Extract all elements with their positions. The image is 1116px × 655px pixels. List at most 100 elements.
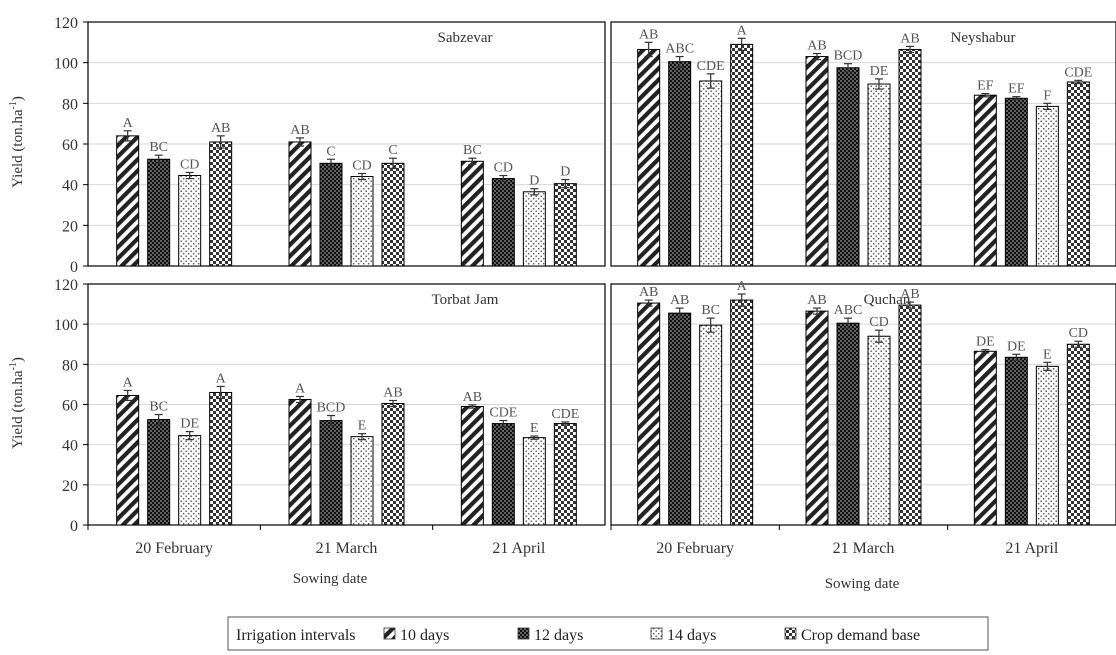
bar <box>288 141 312 267</box>
significance-letter: E <box>358 419 367 434</box>
legend-swatch-crop-demand-base <box>784 627 797 640</box>
legend-box <box>227 616 989 651</box>
bar <box>1004 97 1028 267</box>
category-label: 21 April <box>492 540 545 557</box>
category-label: 20 February <box>656 540 734 557</box>
y-tick-label: 80 <box>62 96 78 113</box>
significance-letter: E <box>530 421 539 436</box>
bar <box>637 302 661 526</box>
y-tick-label: 60 <box>62 398 78 415</box>
significance-letter: C <box>326 144 335 159</box>
significance-letter: AB <box>211 121 230 136</box>
y-tick-label: 0 <box>70 259 78 276</box>
bar <box>553 423 577 526</box>
legend-label-crop-demand-base: Crop demand base <box>801 627 920 644</box>
bar <box>209 141 233 267</box>
significance-letter: BC <box>149 140 168 155</box>
significance-letter: CDE <box>489 406 517 421</box>
significance-letter: DE <box>1007 339 1026 354</box>
significance-letter: AB <box>900 31 919 46</box>
category-label: 21 March <box>316 540 378 557</box>
bar <box>553 183 577 267</box>
significance-letter: ABC <box>834 303 863 318</box>
x-axis-label-right: Sowing date <box>825 576 900 592</box>
bar <box>147 158 171 267</box>
y-tick-label: 120 <box>54 15 78 32</box>
bar <box>730 43 754 267</box>
bar <box>350 176 374 267</box>
bar <box>898 304 922 526</box>
category-label: 21 March <box>833 540 895 557</box>
significance-letter: EF <box>977 79 994 94</box>
y-tick-label: 120 <box>54 277 78 294</box>
category-label: 21 April <box>1005 540 1058 557</box>
legend: Irrigation intervals 10 days 12 days 14 … <box>227 616 989 651</box>
panel-frame <box>610 21 1116 267</box>
significance-letter: BC <box>701 303 720 318</box>
y-tick-label: 40 <box>62 438 78 455</box>
legend-swatch-10-days <box>383 627 396 640</box>
bar <box>973 94 997 267</box>
bar <box>522 191 546 267</box>
significance-letter: CD <box>180 157 199 172</box>
bar <box>867 335 891 526</box>
significance-letter: CD <box>869 315 888 330</box>
bar <box>730 299 754 526</box>
bar <box>836 322 860 526</box>
bar <box>699 80 723 267</box>
bar <box>699 324 723 526</box>
significance-letter: BC <box>463 143 482 158</box>
y-tick-label: 0 <box>70 518 78 535</box>
bar <box>805 56 829 267</box>
bar <box>460 160 484 267</box>
bar <box>460 406 484 526</box>
bar <box>147 419 171 526</box>
legend-label-10-days: 10 days <box>400 627 449 644</box>
bar <box>288 398 312 526</box>
legend-swatch-14-days <box>650 627 663 640</box>
panel-title: Torbat Jam <box>432 292 499 308</box>
bar <box>381 402 405 526</box>
bar <box>1035 105 1059 267</box>
legend-swatch-12-days <box>517 627 530 640</box>
bar <box>381 162 405 267</box>
significance-letter: A <box>123 116 134 131</box>
significance-letter: A <box>737 279 748 294</box>
y-axis-label-bottom: Yield (ton.ha-1) <box>8 357 26 449</box>
bar <box>350 436 374 526</box>
significance-letter: BCD <box>834 49 863 64</box>
bar <box>319 420 343 526</box>
significance-letter: AB <box>639 285 658 300</box>
bar <box>867 83 891 267</box>
significance-letter: A <box>123 375 134 390</box>
bar <box>668 312 692 526</box>
bar <box>1004 356 1028 526</box>
panel-frame <box>610 283 1116 526</box>
significance-letter: A <box>737 23 748 38</box>
significance-letter: CDE <box>697 59 725 74</box>
significance-letter: AB <box>463 390 482 405</box>
bar <box>805 310 829 526</box>
bar <box>1066 343 1090 526</box>
panel-title: Neyshabur <box>951 30 1016 46</box>
significance-letter: DE <box>976 335 995 350</box>
bar <box>668 61 692 267</box>
bar <box>1035 365 1059 526</box>
significance-letter: AB <box>900 287 919 302</box>
significance-letter: CD <box>352 158 371 173</box>
significance-letter: CD <box>1069 326 1088 341</box>
y-axis-label-top: Yield (ton.ha-1) <box>8 96 26 188</box>
bar <box>178 435 202 526</box>
y-tick-label: 20 <box>62 478 78 495</box>
bar <box>116 394 140 526</box>
significance-letter: BCD <box>317 401 346 416</box>
bar <box>116 135 140 267</box>
bar <box>522 437 546 526</box>
bar <box>491 423 515 526</box>
y-tick-label: 100 <box>54 317 78 334</box>
bar <box>973 350 997 526</box>
